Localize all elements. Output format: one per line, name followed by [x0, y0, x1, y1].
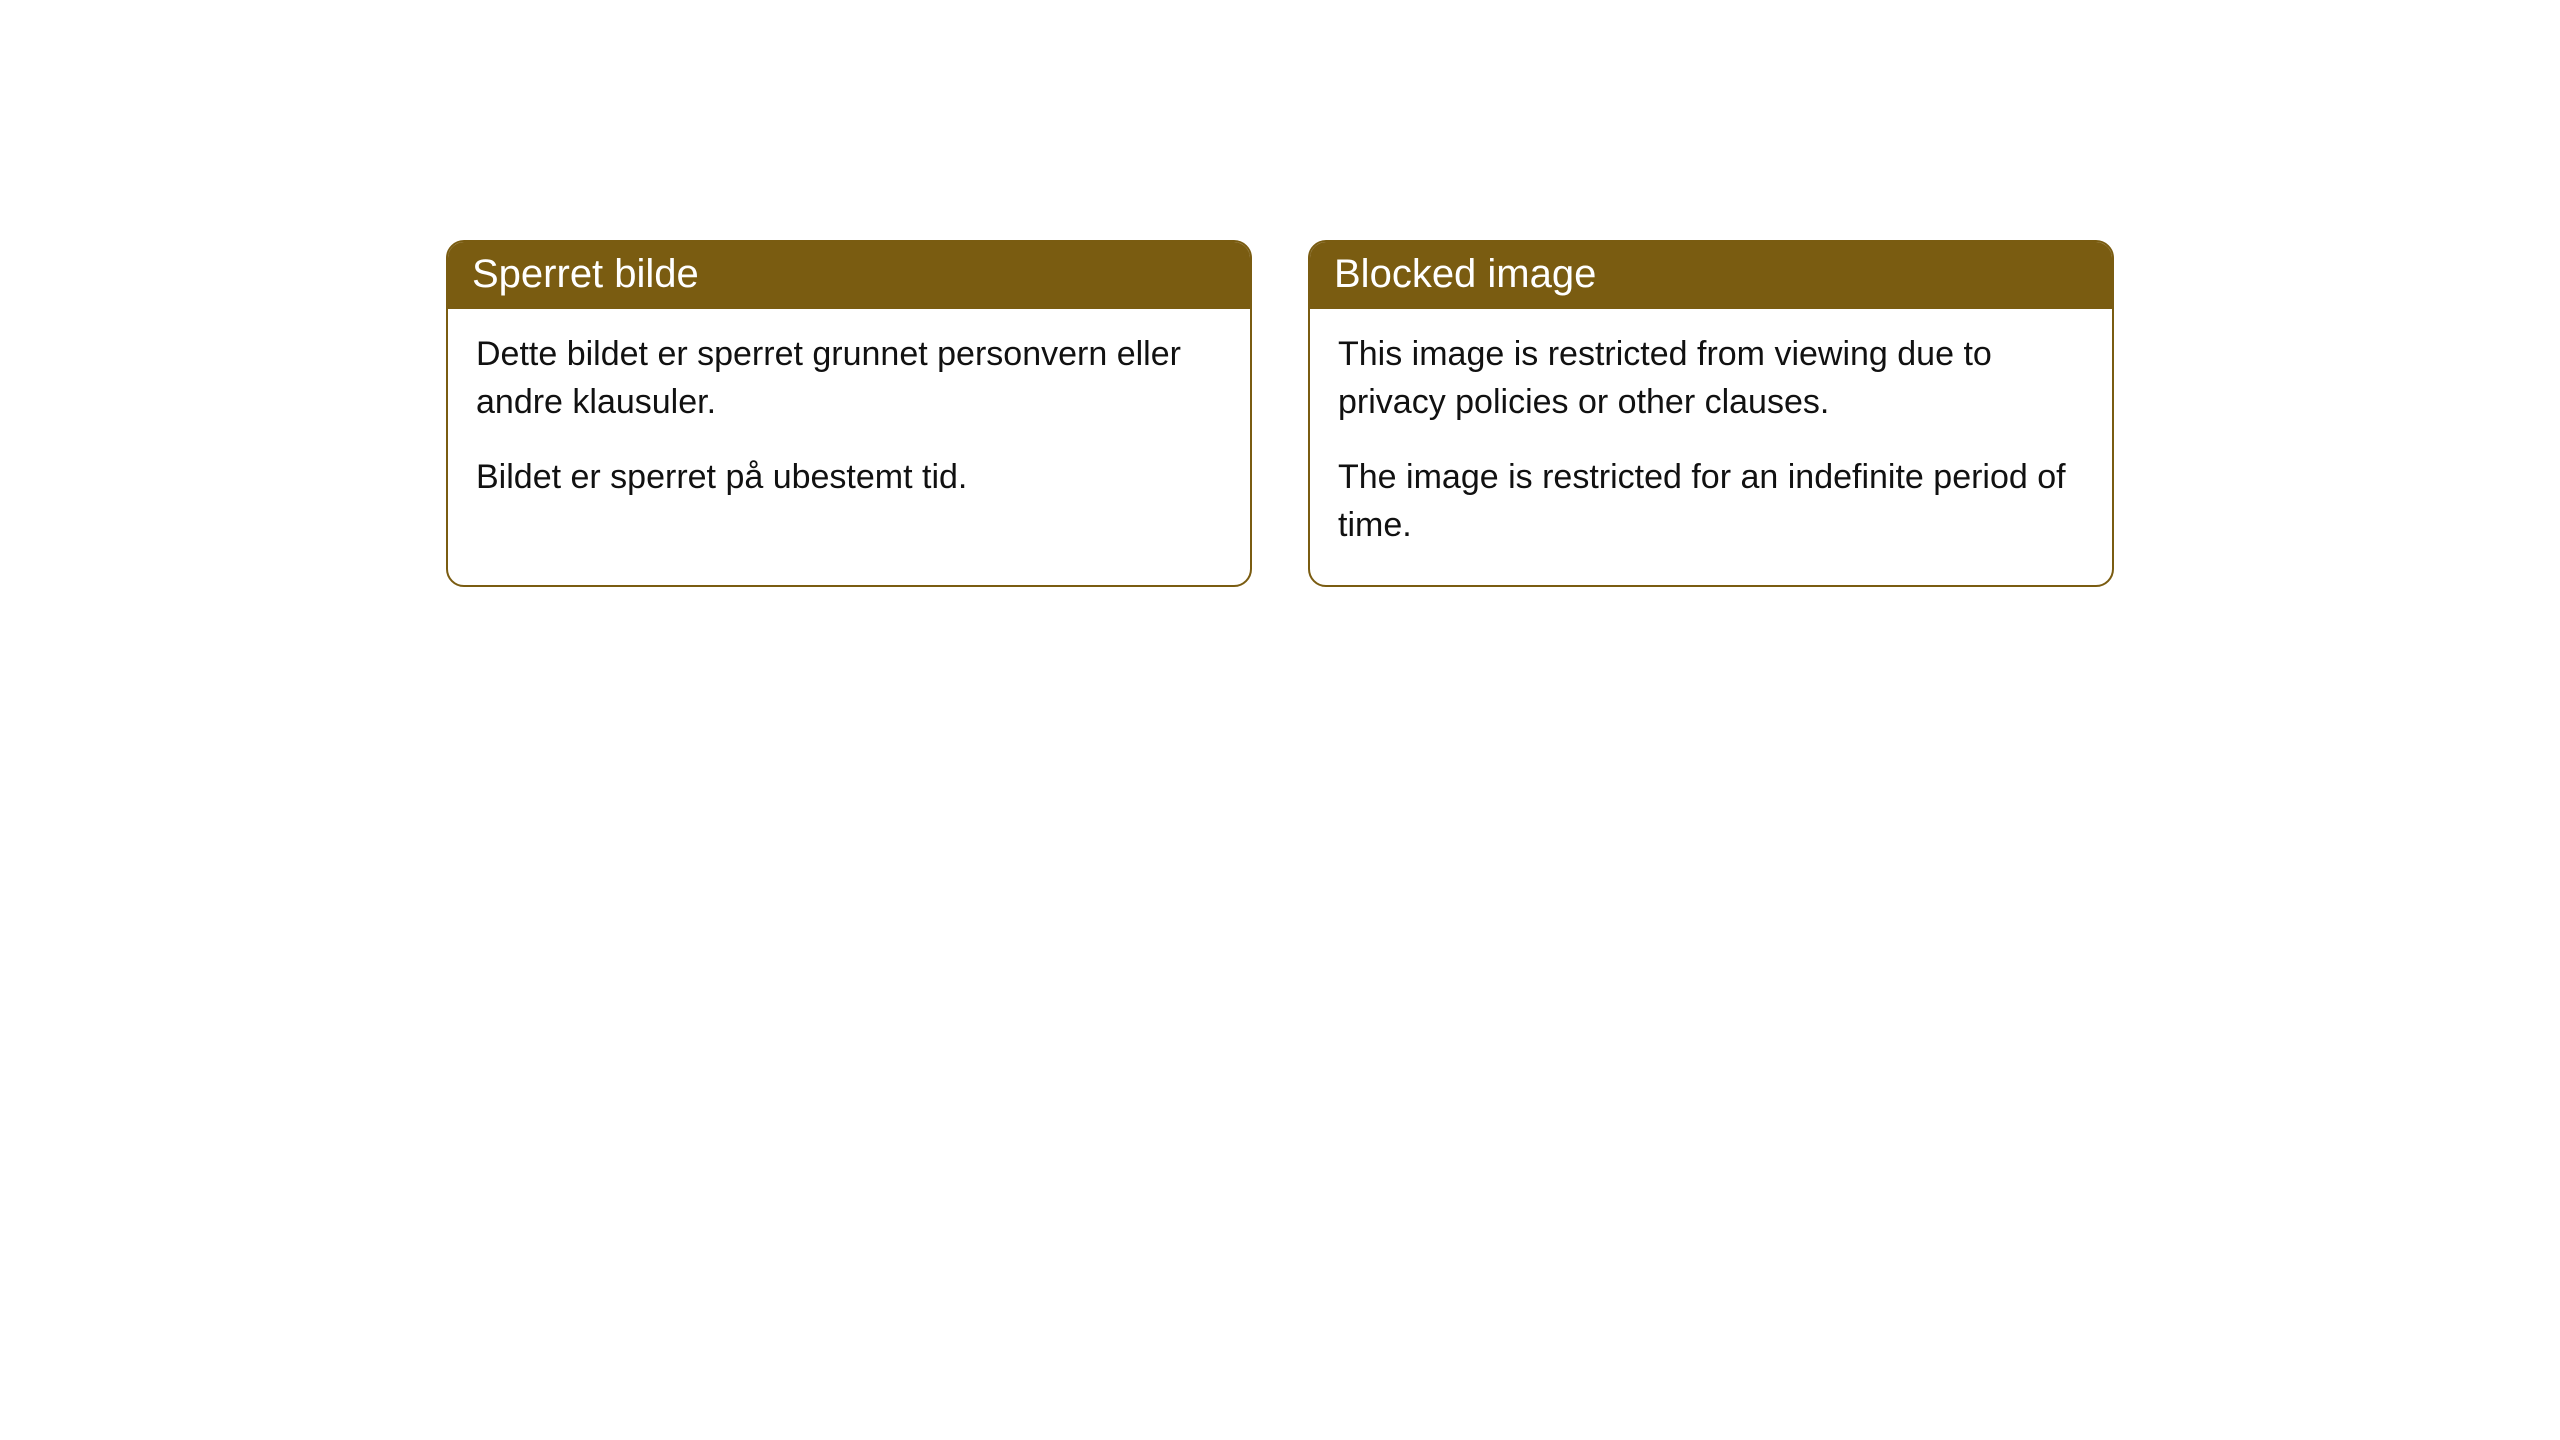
notice-card-norwegian: Sperret bilde Dette bildet er sperret gr… [446, 240, 1252, 587]
card-paragraph-1: This image is restricted from viewing du… [1338, 331, 2084, 426]
card-body: This image is restricted from viewing du… [1310, 309, 2112, 585]
card-paragraph-1: Dette bildet er sperret grunnet personve… [476, 331, 1222, 426]
card-title: Sperret bilde [472, 252, 699, 296]
card-body: Dette bildet er sperret grunnet personve… [448, 309, 1250, 538]
card-header: Sperret bilde [448, 242, 1250, 309]
card-header: Blocked image [1310, 242, 2112, 309]
card-title: Blocked image [1334, 252, 1596, 296]
card-paragraph-2: Bildet er sperret på ubestemt tid. [476, 454, 1222, 502]
notice-card-english: Blocked image This image is restricted f… [1308, 240, 2114, 587]
notice-container: Sperret bilde Dette bildet er sperret gr… [0, 0, 2560, 587]
card-paragraph-2: The image is restricted for an indefinit… [1338, 454, 2084, 549]
